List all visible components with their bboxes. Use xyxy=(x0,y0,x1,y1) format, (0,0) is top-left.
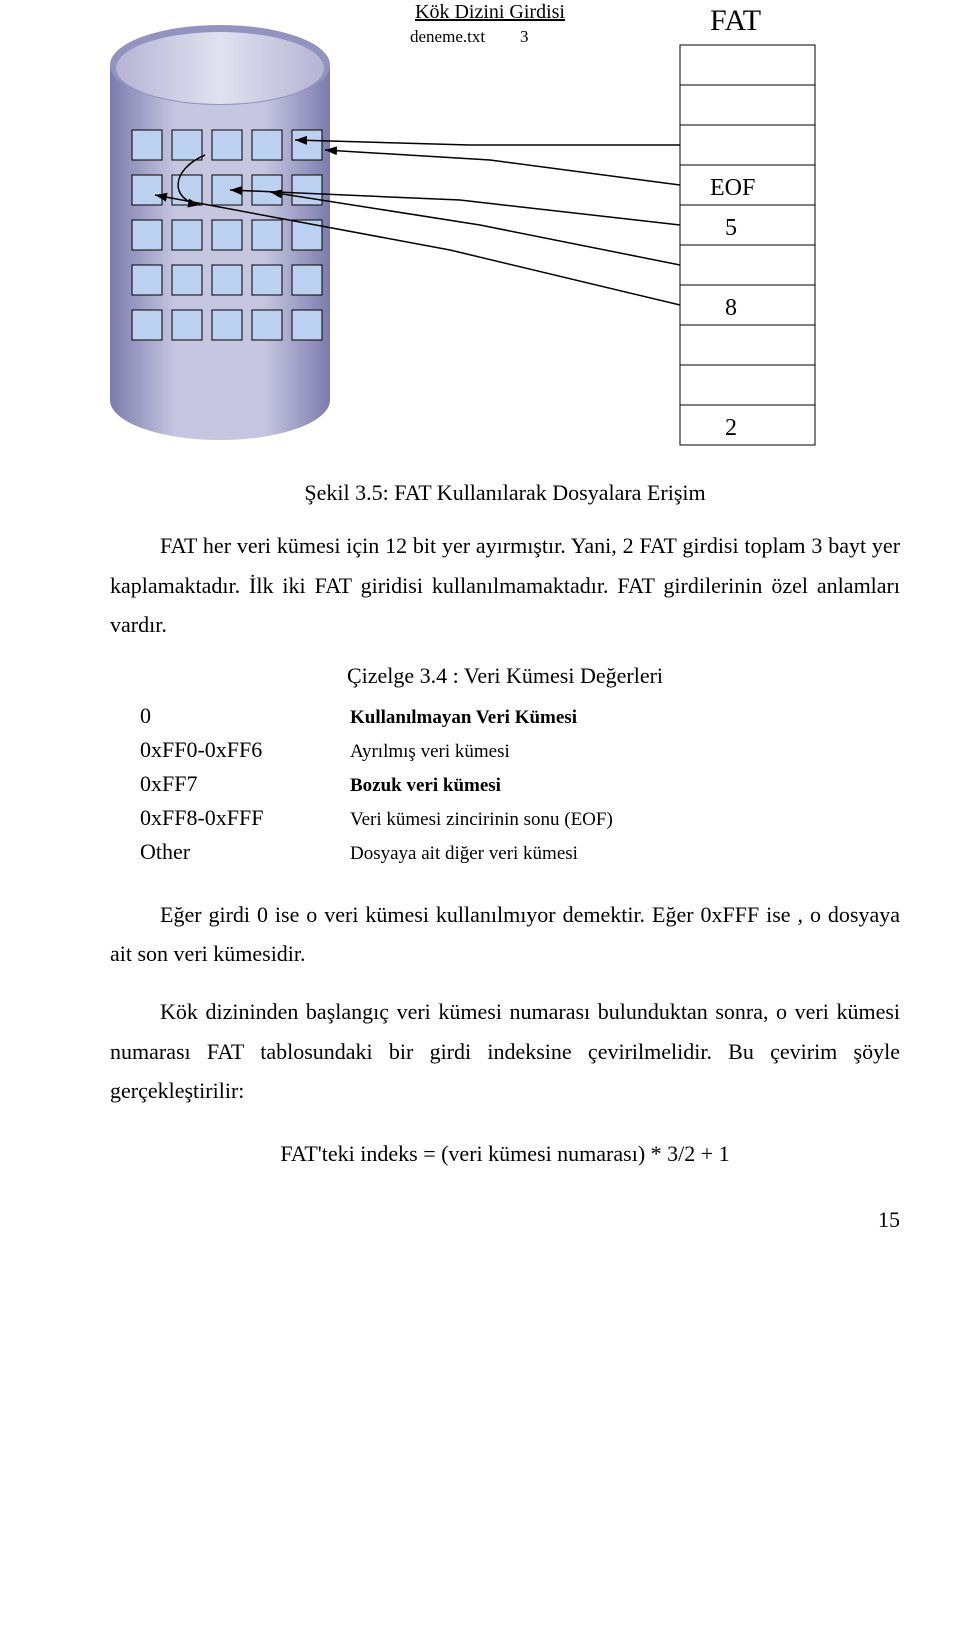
table-key: 0xFF8-0xFFF xyxy=(140,805,350,831)
root-entry-file: deneme.txt xyxy=(410,27,485,46)
table-row: 0xFF7 Bozuk veri kümesi xyxy=(140,771,900,797)
table-row: 0 Kullanılmayan Veri Kümesi xyxy=(140,703,900,729)
fat-diagram-svg: Kök Dizini Girdisi deneme.txt 3 FAT xyxy=(110,0,900,450)
root-entry-title: Kök Dizini Girdisi xyxy=(415,1,565,23)
figure-caption: Şekil 3.5: FAT Kullanılarak Dosyalara Er… xyxy=(110,480,900,506)
paragraph-2: Eğer girdi 0 ise o veri kümesi kullanılm… xyxy=(110,895,900,974)
table-caption: Çizelge 3.4 : Veri Kümesi Değerleri xyxy=(110,663,900,689)
table-row: Other Dosyaya ait diğer veri kümesi xyxy=(140,839,900,865)
paragraph-3: Kök dizininden başlangıç veri kümesi num… xyxy=(110,992,900,1111)
table-desc: Ayrılmış veri kümesi xyxy=(350,741,510,763)
fat-cell-9: 2 xyxy=(725,415,737,441)
document-page: Kök Dizini Girdisi deneme.txt 3 FAT xyxy=(0,0,960,1295)
table-key: 0 xyxy=(140,703,350,729)
table-key: Other xyxy=(140,839,350,865)
fat-cell-6: 8 xyxy=(725,295,737,321)
fat-cell-3: EOF xyxy=(710,175,755,201)
table-desc: Kullanılmayan Veri Kümesi xyxy=(350,707,577,729)
table-desc: Veri kümesi zincirinin sonu (EOF) xyxy=(350,809,613,831)
formula: FAT'teki indeks = (veri kümesi numarası)… xyxy=(110,1141,900,1167)
table-desc: Dosyaya ait diğer veri kümesi xyxy=(350,843,578,865)
table-row: 0xFF0-0xFF6 Ayrılmış veri kümesi xyxy=(140,737,900,763)
fat-diagram: Kök Dizini Girdisi deneme.txt 3 FAT xyxy=(110,0,900,450)
root-entry-number: 3 xyxy=(520,27,529,46)
table-row: 0xFF8-0xFFF Veri kümesi zincirinin sonu … xyxy=(140,805,900,831)
para2-line1: Eğer girdi 0 ise o veri kümesi kullanılm… xyxy=(160,902,821,927)
table-desc: Bozuk veri kümesi xyxy=(350,775,501,797)
fat-cell-4: 5 xyxy=(725,215,737,241)
values-table: 0 Kullanılmayan Veri Kümesi 0xFF0-0xFF6 … xyxy=(140,703,900,865)
table-key: 0xFF7 xyxy=(140,771,350,797)
fat-label: FAT xyxy=(710,4,761,37)
para1-line1: FAT her veri kümesi için 12 bit yer ayır… xyxy=(160,533,822,558)
fat-table: EOF 5 8 2 xyxy=(680,45,815,445)
para3-line1: Kök dizininden başlangıç veri kümesi num… xyxy=(160,999,829,1024)
table-key: 0xFF0-0xFF6 xyxy=(140,737,350,763)
paragraph-1: FAT her veri kümesi için 12 bit yer ayır… xyxy=(110,526,900,645)
page-number: 15 xyxy=(110,1207,900,1233)
